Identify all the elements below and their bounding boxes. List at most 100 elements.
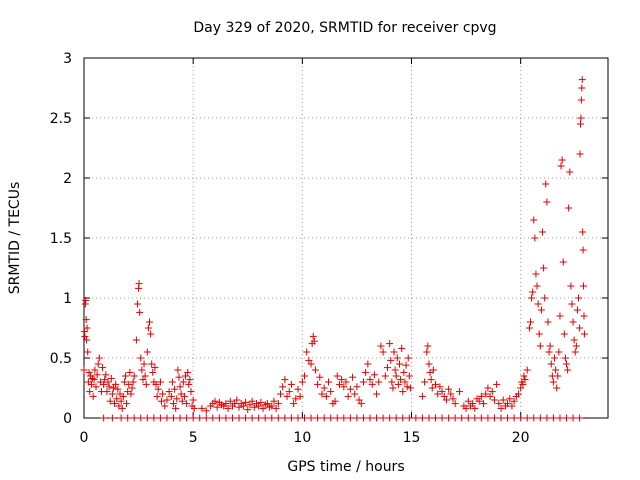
data-point: [103, 388, 111, 396]
data-point: [373, 414, 381, 422]
data-point: [445, 414, 453, 422]
data-point: [185, 380, 193, 388]
data-point: [531, 234, 539, 242]
data-point: [497, 414, 505, 422]
data-point: [100, 380, 108, 388]
data-point: [530, 414, 538, 422]
data-point: [108, 414, 116, 422]
data-point: [471, 414, 479, 422]
data-point: [287, 380, 295, 388]
data-point: [346, 414, 354, 422]
data-point: [314, 414, 322, 422]
data-point: [523, 414, 531, 422]
data-point: [296, 392, 304, 400]
data-point: [558, 156, 566, 164]
data-point: [303, 348, 311, 356]
data-point: [559, 258, 567, 266]
data-point: [279, 383, 287, 391]
data-point: [113, 395, 121, 403]
data-point: [320, 414, 328, 422]
data-point: [425, 414, 433, 422]
data-point: [442, 396, 450, 404]
data-point: [143, 414, 151, 422]
data-point: [425, 360, 433, 368]
data-point: [563, 414, 571, 422]
y-tick-label: 1.5: [50, 231, 72, 247]
data-point: [386, 414, 394, 422]
data-point: [146, 318, 153, 326]
data-point: [163, 396, 171, 404]
data-point: [209, 414, 217, 422]
data-point: [400, 368, 408, 376]
data-point: [277, 390, 284, 398]
data-point: [563, 360, 571, 368]
data-point: [539, 228, 546, 236]
data-point: [404, 354, 412, 362]
data-point: [530, 216, 538, 224]
data-point: [436, 383, 444, 391]
data-point: [535, 330, 543, 338]
data-point: [556, 414, 564, 422]
data-point: [82, 296, 90, 304]
data-point: [364, 360, 372, 368]
data-point: [268, 402, 276, 410]
data-point: [130, 414, 138, 422]
data-point: [541, 294, 549, 302]
data-point: [480, 400, 488, 408]
data-point: [292, 395, 300, 403]
data-point: [412, 414, 420, 422]
data-point: [183, 414, 191, 422]
data-point: [344, 392, 352, 400]
data-point: [475, 397, 483, 405]
data-point: [231, 400, 239, 408]
data-point: [418, 414, 426, 422]
data-point: [557, 162, 565, 170]
x-axis-ticks: 0 5 10 15 20: [80, 58, 530, 446]
data-point: [242, 398, 250, 406]
data-point: [301, 372, 309, 380]
data-point: [112, 380, 120, 388]
data-point: [111, 400, 119, 408]
data-point: [189, 396, 197, 404]
data-point: [576, 150, 584, 158]
data-point: [128, 384, 136, 392]
data-point: [383, 364, 391, 372]
data-point: [340, 383, 348, 391]
data-point: [532, 270, 540, 278]
data-point: [85, 368, 93, 376]
data-point: [572, 342, 580, 350]
data-point: [187, 388, 195, 396]
data-point: [141, 372, 149, 380]
data-point: [272, 404, 280, 412]
data-point: [495, 400, 503, 408]
data-point: [521, 376, 529, 384]
data-point: [83, 324, 91, 332]
data-point: [553, 384, 561, 392]
data-point: [137, 414, 145, 422]
data-point: [514, 390, 522, 398]
y-tick-label: 3: [63, 51, 72, 67]
data-point: [159, 390, 167, 398]
data-point: [449, 395, 457, 403]
data-point: [307, 414, 315, 422]
data-point: [395, 360, 403, 368]
data-point: [287, 414, 295, 422]
data-point: [368, 380, 376, 388]
data-point: [373, 390, 381, 398]
data-point: [211, 397, 219, 405]
data-point: [156, 414, 164, 422]
x-tick-label: 0: [80, 430, 89, 446]
data-point: [92, 383, 100, 391]
data-point: [182, 372, 190, 380]
data-point: [556, 312, 564, 320]
data-point: [418, 392, 426, 400]
data-point: [121, 372, 129, 380]
x-axis-label: GPS time / hours: [287, 459, 404, 475]
data-point: [580, 282, 588, 290]
data-point: [432, 380, 440, 388]
data-point: [259, 404, 267, 412]
data-point: [544, 318, 552, 326]
data-point: [222, 400, 230, 408]
data-point: [167, 392, 175, 400]
data-point: [246, 401, 254, 409]
